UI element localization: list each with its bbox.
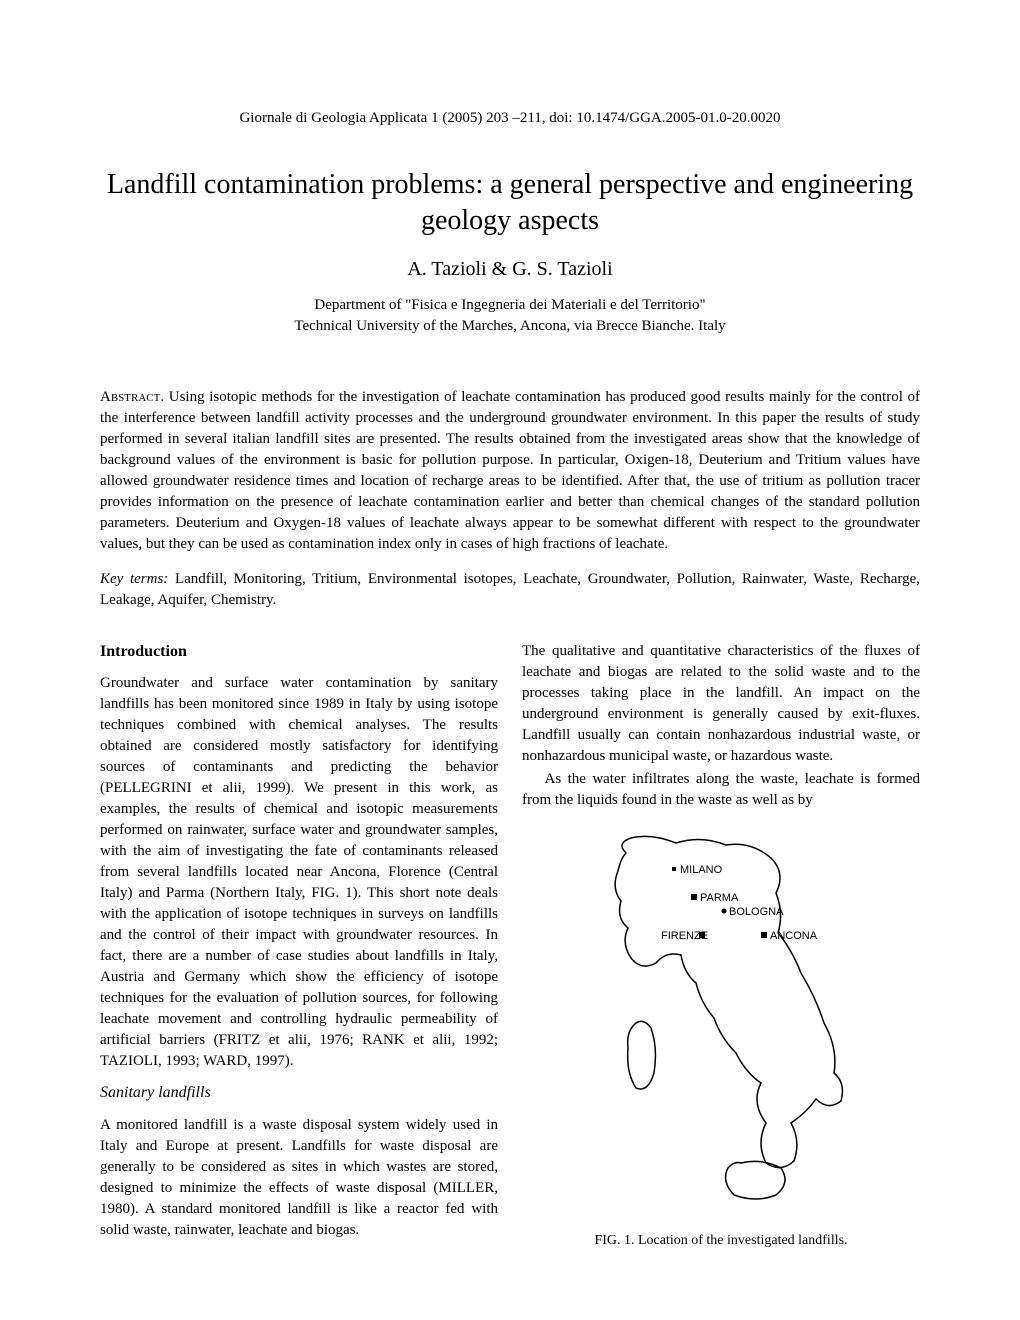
section-heading-introduction: Introduction [100, 641, 498, 663]
city-firenze: FIRENZE [661, 930, 708, 942]
abstract-label: Abstract [100, 389, 160, 405]
keywords-label: Key terms: [100, 571, 168, 587]
affiliation-line-1: Department of "Fisica e Ingegneria dei M… [314, 297, 705, 313]
sardinia-outline [628, 1021, 656, 1089]
city-milano: MILANO [672, 864, 723, 876]
keywords-text: Landfill, Monitoring, Tritium, Environme… [100, 571, 920, 608]
left-column: Introduction Groundwater and surface wat… [100, 641, 498, 1251]
city-parma: PARMA [691, 892, 739, 904]
two-column-body: Introduction Groundwater and surface wat… [100, 641, 920, 1251]
col2-paragraph-2: As the water infiltrates along the waste… [522, 769, 920, 811]
page: Giornale di Geologia Applicata 1 (2005) … [0, 0, 1020, 1310]
right-column: The qualitative and quantitative charact… [522, 641, 920, 1251]
abstract: Abstract. Using isotopic methods for the… [100, 387, 920, 555]
italy-outline [615, 836, 842, 1167]
abstract-text: . Using isotopic methods for the investi… [100, 389, 920, 552]
city-bologna: BOLOGNA [722, 906, 785, 918]
city-label-bologna: BOLOGNA [729, 906, 784, 918]
intro-paragraph: Groundwater and surface water contaminat… [100, 673, 498, 1072]
figure-1: MILANO PARMA BOLOGNA FIRENZE [522, 823, 920, 1251]
paper-title: Landfill contamination problems: a gener… [100, 167, 920, 240]
city-label-ancona: ANCONA [770, 930, 818, 942]
journal-header: Giornale di Geologia Applicata 1 (2005) … [100, 110, 920, 127]
city-ancona: ANCONA [761, 930, 818, 942]
subsection-heading-sanitary: Sanitary landfills [100, 1082, 498, 1104]
figure-1-caption: FIG. 1. Location of the investigated lan… [522, 1231, 920, 1251]
italy-map: MILANO PARMA BOLOGNA FIRENZE [566, 823, 876, 1223]
affiliation-line-2: Technical University of the Marches, Anc… [294, 318, 725, 334]
authors: A. Tazioli & G. S. Tazioli [100, 258, 920, 281]
city-label-milano: MILANO [680, 864, 723, 876]
city-label-firenze: FIRENZE [661, 930, 708, 942]
col2-paragraph-1: The qualitative and quantitative charact… [522, 641, 920, 767]
keywords: Key terms: Landfill, Monitoring, Tritium… [100, 569, 920, 611]
city-label-parma: PARMA [700, 892, 739, 904]
sanitary-paragraph: A monitored landfill is a waste disposal… [100, 1115, 498, 1241]
affiliation: Department of "Fisica e Ingegneria dei M… [100, 295, 920, 337]
